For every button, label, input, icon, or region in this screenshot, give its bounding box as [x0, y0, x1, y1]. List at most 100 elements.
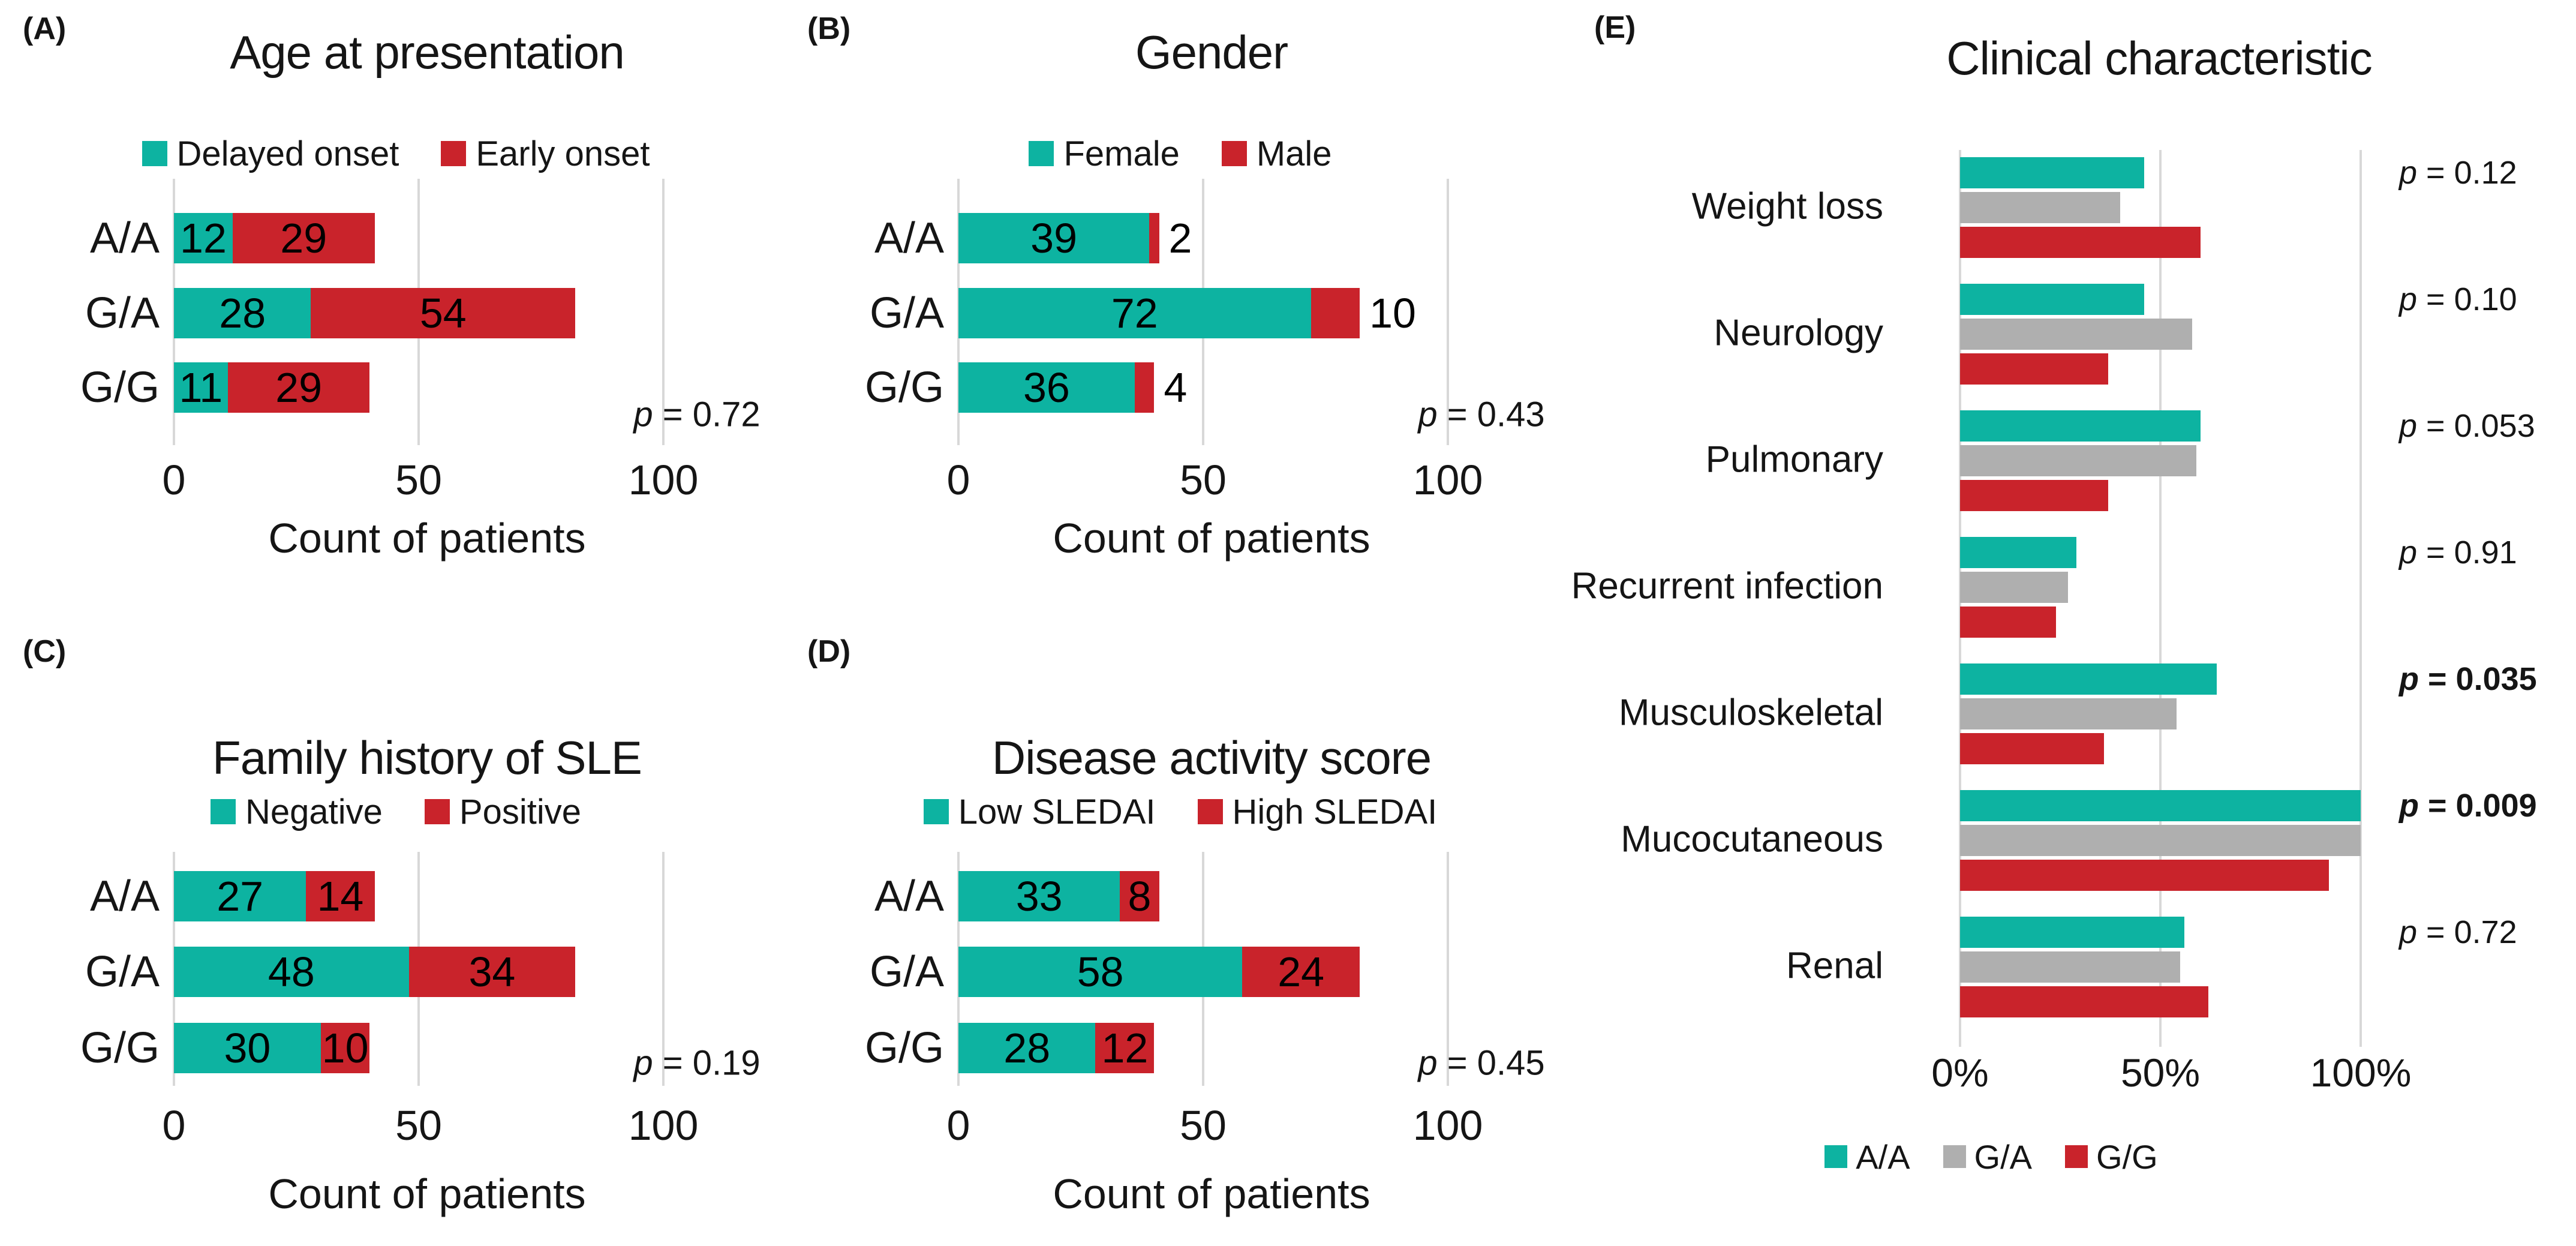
legend-item: A/A	[1824, 1137, 1910, 1176]
p-value-symbol: p	[633, 395, 653, 434]
p-value-number: = 0.12	[2417, 155, 2517, 191]
legend-swatch-teal	[142, 141, 167, 166]
x-tick-label: 100%	[2310, 1050, 2412, 1095]
bar-segment-female	[958, 288, 1311, 338]
category-label: G/A	[85, 948, 160, 996]
grid-line	[1447, 179, 1449, 445]
legend-swatch-teal	[923, 799, 949, 824]
x-tick-label: 0	[946, 457, 970, 503]
legend-label: Male	[1256, 134, 1332, 173]
p-value-symbol: p	[2399, 535, 2418, 571]
bar-segment-male	[1134, 362, 1155, 413]
category-label: Renal	[1786, 945, 1883, 987]
bar-segment-g-g	[1960, 733, 2105, 764]
legend-swatch-red	[2065, 1145, 2088, 1168]
p-value-number: = 0.19	[653, 1043, 761, 1083]
legend-item: High SLEDAI	[1197, 792, 1438, 832]
panel-title: Age at presentation	[230, 26, 624, 79]
legend-label: G/A	[1974, 1137, 2033, 1176]
bar-segment-female	[958, 213, 1150, 263]
bar-segment-negative	[174, 947, 409, 997]
bar-value-label: 12	[180, 215, 227, 262]
legend: Female Male	[820, 128, 1540, 179]
grid-line	[1447, 852, 1449, 1086]
legend-swatch-teal	[1029, 141, 1054, 166]
bar-segment-high-sledai	[1095, 1023, 1155, 1073]
p-value: p = 0.43	[1418, 395, 1544, 435]
bar-segment-g-g	[1960, 227, 2201, 258]
bar-value-label: 28	[219, 290, 266, 337]
bar-value-label: 29	[280, 215, 327, 262]
category-label: A/A	[89, 214, 160, 262]
category-label: Musculoskeletal	[1618, 692, 1883, 734]
grid-line	[662, 852, 665, 1086]
legend-label: Negative	[245, 792, 383, 831]
legend-swatch-red	[1221, 141, 1247, 166]
grid-line	[2159, 150, 2162, 1047]
x-tick-label: 100	[628, 457, 699, 503]
bar-segment-high-sledai	[1120, 871, 1159, 921]
legend: Low SLEDAI High SLEDAI	[820, 786, 1540, 837]
bar-segment-a-a	[1960, 790, 2361, 821]
legend-swatch-teal	[1824, 1145, 1848, 1168]
bar-value-label: 33	[1015, 873, 1063, 920]
x-tick-label: 100	[628, 1102, 699, 1149]
p-value-number: = 0.72	[2417, 914, 2517, 950]
bar-segment-male	[1149, 213, 1159, 263]
bar-segment-a-a	[1960, 157, 2145, 188]
category-label: A/A	[874, 214, 944, 262]
bar-segment-a-a	[1960, 663, 2217, 695]
bar-segment-positive	[306, 871, 375, 921]
category-label: Mucocutaneous	[1621, 818, 1883, 860]
p-value-number: = 0.053	[2417, 408, 2535, 444]
bar-segment-delayed-onset	[174, 213, 233, 263]
bar-value-label: 29	[275, 364, 323, 411]
bar-segment-g-g	[1960, 353, 2109, 385]
bar-value-label: 14	[317, 873, 364, 920]
x-tick-label: 100	[1412, 457, 1483, 503]
legend-label: Delayed onset	[176, 134, 399, 173]
bar-segment-a-a	[1960, 917, 2185, 948]
x-tick-label: 50	[395, 1102, 442, 1149]
x-tick-label: 0	[162, 457, 186, 503]
legend-label: Positive	[459, 792, 581, 831]
p-value-symbol: p	[2399, 408, 2418, 444]
legend: Delayed onset Early onset	[36, 128, 756, 179]
legend: Negative Positive	[36, 786, 756, 837]
p-value: p = 0.053	[2399, 407, 2535, 445]
legend-swatch-red	[441, 141, 467, 166]
bar-value-label: 2	[1168, 215, 1192, 262]
legend: A/A G/A G/G	[1739, 1136, 2243, 1178]
grid-line	[662, 179, 665, 445]
bar-value-label: 30	[224, 1025, 271, 1071]
bar-segment-delayed-onset	[174, 288, 311, 338]
legend-item: Low SLEDAI	[923, 792, 1156, 832]
bar-segment-g-a	[1960, 192, 2121, 223]
category-label: Neurology	[1714, 312, 1883, 354]
legend-item: Negative	[210, 792, 383, 832]
category-label: G/G	[864, 1024, 944, 1072]
bar-value-label: 24	[1278, 948, 1325, 995]
bar-segment-female	[958, 362, 1135, 413]
bar-value-label: 12	[1101, 1025, 1149, 1071]
bar-segment-early-onset	[227, 362, 370, 413]
legend-label: Female	[1063, 134, 1180, 173]
bar-segment-low-sledai	[958, 871, 1120, 921]
legend-swatch-red	[424, 799, 450, 824]
bar-segment-high-sledai	[1242, 947, 1360, 997]
p-value-symbol: p	[2399, 914, 2418, 950]
bar-segment-delayed-onset	[174, 362, 228, 413]
bar-segment-g-a	[1960, 698, 2177, 729]
category-label: Recurrent infection	[1571, 565, 1883, 607]
category-label: G/A	[85, 289, 160, 337]
category-label: Weight loss	[1691, 185, 1883, 227]
p-value-symbol: p	[1418, 1043, 1438, 1083]
category-label: G/A	[869, 289, 944, 337]
bar-segment-early-onset	[311, 288, 576, 338]
panel-title: Disease activity score	[991, 731, 1432, 784]
bar-value-label: 58	[1077, 948, 1124, 995]
legend-item: Female	[1029, 134, 1180, 174]
x-tick-label: 0%	[1931, 1050, 1989, 1095]
legend-label: High SLEDAI	[1232, 792, 1438, 831]
